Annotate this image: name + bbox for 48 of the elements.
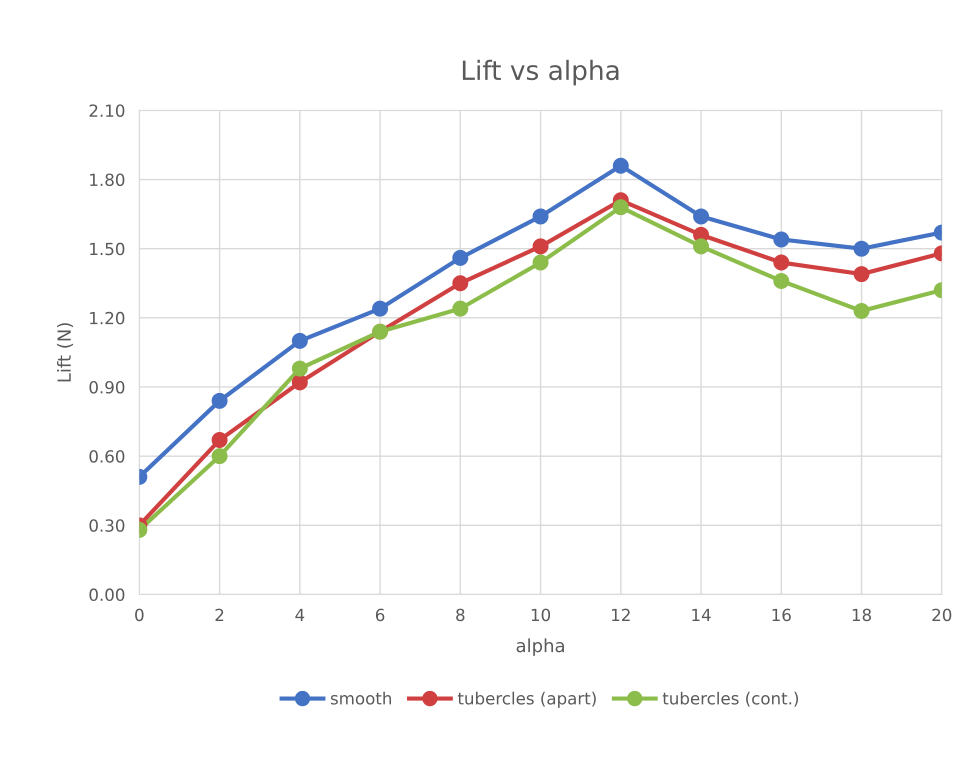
- chart-title: Lift vs alpha: [462, 60, 618, 86]
- y-tick-label: 1.50: [90, 242, 124, 256]
- y-tick-label: 0.30: [89, 519, 124, 532]
- x-tick-label: 12: [612, 608, 630, 621]
- y-axis-title: Lift (N): [56, 323, 74, 382]
- x-tick-label: 4: [295, 608, 304, 621]
- point: [693, 208, 710, 224]
- x-tick-label: 10: [532, 608, 550, 622]
- y-tick-label: 0.60: [89, 450, 124, 463]
- point: [452, 250, 468, 266]
- point: [532, 238, 549, 254]
- point: [773, 272, 790, 289]
- point: [292, 360, 308, 377]
- point: [212, 432, 228, 448]
- x-tick-label: 2: [216, 608, 224, 621]
- point: [854, 240, 870, 257]
- y-tick-label: 1.20: [90, 312, 124, 324]
- x-tick-label: 8: [456, 608, 464, 622]
- point: [612, 199, 629, 216]
- point: [854, 302, 870, 319]
- legend-label: tubercles (cont.): [662, 692, 798, 707]
- legend-label: tubercles (apart): [458, 692, 596, 708]
- x-tick-label: 6: [376, 608, 384, 622]
- x-tick-label: 16: [772, 608, 791, 622]
- y-tick-label: 0.90: [89, 380, 124, 394]
- x-tick-label: 18: [852, 608, 871, 622]
- y-tick-label: 1.80: [90, 174, 124, 186]
- x-tick-label: 14: [692, 608, 711, 621]
- point: [693, 238, 710, 254]
- x-tick-label: 0: [135, 608, 144, 622]
- point: [532, 208, 549, 224]
- point: [372, 300, 388, 317]
- point: [854, 266, 870, 282]
- point: [532, 254, 549, 270]
- point: [452, 300, 468, 317]
- point: [212, 392, 228, 409]
- x-tick-label: 20: [932, 608, 952, 622]
- y-tick-label: 2.10: [90, 104, 124, 117]
- y-tick-label: 0.00: [89, 588, 124, 602]
- point: [773, 231, 790, 248]
- point: [452, 275, 468, 292]
- legend-label: smooth: [330, 692, 392, 705]
- point: [773, 254, 790, 270]
- point: [292, 332, 308, 349]
- x-axis-title: alpha: [516, 638, 564, 656]
- point: [612, 158, 629, 174]
- point: [212, 448, 228, 464]
- point: [292, 374, 308, 390]
